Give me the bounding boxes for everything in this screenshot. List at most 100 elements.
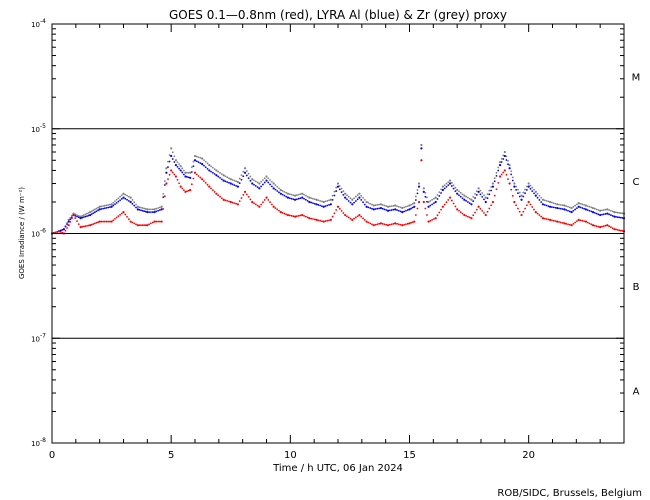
data-point-interp bbox=[396, 209, 398, 211]
data-point-interp bbox=[151, 221, 154, 224]
data-point bbox=[470, 198, 473, 201]
data-point-interp bbox=[347, 200, 350, 202]
data-point bbox=[584, 220, 587, 223]
data-point-interp bbox=[226, 199, 229, 202]
data-point-interp bbox=[360, 194, 363, 197]
data-point-interp bbox=[299, 214, 302, 217]
data-point-interp bbox=[168, 154, 171, 156]
x-tick-label: 20 bbox=[522, 450, 535, 461]
data-point-interp bbox=[135, 206, 137, 209]
data-point-interp bbox=[167, 166, 169, 169]
data-point bbox=[477, 190, 480, 193]
data-point-interp bbox=[256, 204, 259, 207]
data-point bbox=[58, 230, 61, 233]
data-point-interp bbox=[436, 193, 439, 196]
data-point-interp bbox=[497, 166, 500, 169]
data-point-interp bbox=[500, 173, 503, 176]
data-point bbox=[165, 167, 168, 170]
data-point-interp bbox=[105, 206, 108, 209]
data-point-interp bbox=[155, 220, 158, 223]
data-point-interp bbox=[120, 212, 123, 215]
data-point-interp bbox=[158, 206, 161, 209]
data-point bbox=[491, 200, 495, 204]
data-point bbox=[470, 217, 473, 220]
data-point-interp bbox=[199, 162, 202, 165]
data-point bbox=[329, 198, 332, 201]
data-point bbox=[372, 224, 375, 227]
data-point-interp bbox=[392, 204, 395, 207]
data-point bbox=[201, 157, 204, 160]
data-point bbox=[170, 154, 173, 158]
data-point bbox=[358, 213, 361, 217]
data-point-interp bbox=[197, 156, 200, 159]
data-point-interp bbox=[304, 198, 307, 201]
data-point-interp bbox=[317, 219, 320, 222]
data-point-interp bbox=[538, 214, 541, 217]
data-point bbox=[165, 171, 168, 174]
data-point bbox=[265, 175, 268, 178]
data-point-interp bbox=[618, 229, 621, 232]
data-point-interp bbox=[107, 204, 110, 206]
data-point-interp bbox=[235, 202, 238, 205]
data-point bbox=[193, 171, 197, 174]
chart-title: GOES 0.1—0.8nm (red), LYRA Al (blue) & Z… bbox=[169, 8, 507, 22]
data-point-interp bbox=[267, 181, 270, 184]
data-point bbox=[456, 192, 459, 195]
data-point bbox=[160, 220, 163, 223]
data-point-interp bbox=[285, 213, 288, 216]
data-point-interp bbox=[290, 214, 293, 217]
data-point-interp bbox=[518, 195, 521, 198]
data-point bbox=[222, 174, 225, 177]
data-point-interp bbox=[103, 220, 106, 223]
data-point-interp bbox=[206, 162, 209, 165]
data-point bbox=[549, 200, 552, 204]
data-point bbox=[315, 198, 318, 201]
data-point-interp bbox=[381, 207, 384, 210]
data-point bbox=[329, 203, 332, 206]
data-point-interp bbox=[388, 205, 391, 208]
data-point-interp bbox=[224, 180, 227, 183]
data-point-interp bbox=[586, 205, 589, 208]
data-point-interp bbox=[117, 197, 120, 200]
data-point-interp bbox=[119, 195, 121, 198]
data-point-interp bbox=[424, 207, 427, 210]
data-point-interp bbox=[127, 218, 130, 221]
data-point-interp bbox=[374, 204, 377, 207]
data-point bbox=[89, 213, 92, 217]
data-point-interp bbox=[424, 195, 427, 198]
data-point-interp bbox=[611, 214, 614, 217]
data-point-interp bbox=[621, 212, 624, 215]
data-point-interp bbox=[510, 188, 513, 191]
data-point-interp bbox=[554, 202, 557, 205]
data-point bbox=[427, 200, 430, 204]
data-point-interp bbox=[131, 202, 134, 205]
data-point-interp bbox=[331, 198, 334, 201]
data-point-interp bbox=[312, 202, 314, 205]
data-point bbox=[110, 220, 113, 223]
data-point-interp bbox=[340, 191, 343, 194]
data-point-interp bbox=[595, 212, 598, 215]
data-point bbox=[599, 213, 602, 217]
data-point-interp bbox=[447, 199, 450, 201]
data-point-interp bbox=[458, 209, 460, 212]
data-point-interp bbox=[475, 190, 478, 193]
data-point-interp bbox=[505, 159, 508, 161]
data-point-interp bbox=[114, 203, 116, 206]
data-point bbox=[279, 188, 282, 192]
data-point bbox=[301, 196, 304, 199]
data-point-interp bbox=[529, 203, 532, 206]
data-point-interp bbox=[436, 214, 439, 217]
data-point-interp bbox=[100, 205, 103, 208]
data-point-interp bbox=[269, 179, 271, 181]
data-point-interp bbox=[86, 224, 88, 227]
data-point bbox=[72, 213, 75, 217]
data-point-interp bbox=[576, 203, 578, 206]
data-point-interp bbox=[335, 209, 338, 211]
data-point bbox=[534, 211, 537, 214]
data-point-interp bbox=[502, 171, 505, 174]
data-point bbox=[344, 196, 347, 199]
data-point-interp bbox=[517, 192, 519, 195]
data-point bbox=[251, 200, 254, 204]
data-point-interp bbox=[256, 186, 259, 189]
data-point-interp bbox=[66, 223, 68, 225]
